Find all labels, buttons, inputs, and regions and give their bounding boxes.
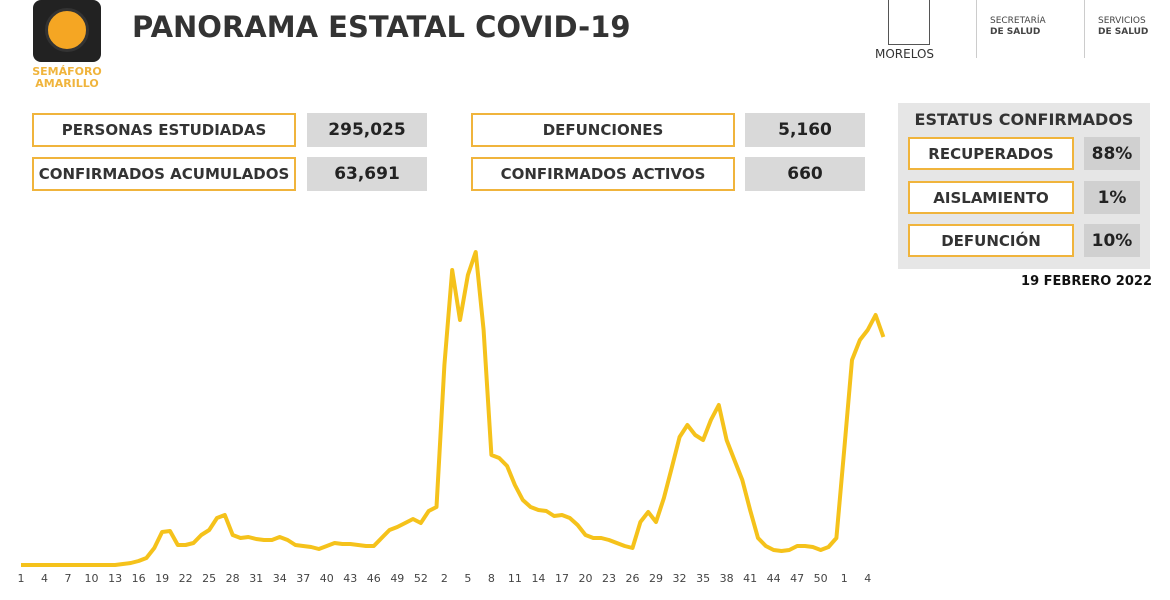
x-tick-label: 47: [790, 572, 804, 585]
status-label: RECUPERADOS: [908, 137, 1074, 170]
status-label: DEFUNCIÓN: [908, 224, 1074, 257]
stat-label: DEFUNCIONES: [471, 113, 735, 147]
x-tick-label: 13: [108, 572, 122, 585]
x-tick-label: 1: [841, 572, 848, 585]
x-tick-label: 17: [555, 572, 569, 585]
date: 19 FEBRERO 2022: [1021, 274, 1152, 289]
x-tick-label: 19: [155, 572, 169, 585]
stat-value: 5,160: [745, 113, 865, 147]
stat-value: 295,025: [307, 113, 427, 147]
x-tick-label: 52: [414, 572, 428, 585]
x-tick-label: 41: [743, 572, 757, 585]
x-tick-label: 50: [814, 572, 828, 585]
x-tick-label: 11: [508, 572, 522, 585]
status-label: AISLAMIENTO: [908, 181, 1074, 214]
secretaria-1: SECRETARÍA: [990, 16, 1046, 26]
x-tick-label: 38: [720, 572, 734, 585]
servicios-1: SERVICIOS: [1098, 16, 1146, 26]
state: MORELOS: [875, 47, 935, 61]
servicios: SERVICIOS DE SALUD: [1098, 16, 1148, 38]
status-value: 1%: [1084, 181, 1140, 214]
status-value: 88%: [1084, 137, 1140, 170]
semaforo-label: SEMÁFORO AMARILLO: [25, 66, 109, 90]
x-tick-label: 35: [696, 572, 710, 585]
stat-label: PERSONAS ESTUDIADAS: [32, 113, 296, 147]
x-tick-label: 20: [578, 572, 592, 585]
morelos-logo: [888, 0, 930, 45]
x-tick-label: 16: [132, 572, 146, 585]
x-tick-label: 8: [488, 572, 495, 585]
title: PANORAMA ESTATAL COVID-19: [132, 10, 631, 44]
x-tick-label: 43: [343, 572, 357, 585]
x-tick-label: 23: [602, 572, 616, 585]
x-tick-label: 22: [179, 572, 193, 585]
stat-value: 660: [745, 157, 865, 191]
x-tick-label: 31: [249, 572, 263, 585]
x-tick-label: 49: [390, 572, 404, 585]
x-tick-label: 5: [464, 572, 471, 585]
servicios-2: DE SALUD: [1098, 27, 1149, 37]
x-tick-label: 32: [673, 572, 687, 585]
data-line: [21, 250, 886, 567]
x-tick-label: 44: [767, 572, 781, 585]
stat-label: CONFIRMADOS ACTIVOS: [471, 157, 735, 191]
secretaria: SECRETARÍA DE SALUD: [990, 16, 1046, 38]
status-value: 10%: [1084, 224, 1140, 257]
stat-value: 63,691: [307, 157, 427, 191]
divider: [1084, 0, 1085, 58]
x-tick-label: 29: [649, 572, 663, 585]
x-tick-label: 10: [85, 572, 99, 585]
x-tick-label: 37: [296, 572, 310, 585]
semaforo-text: SEMÁFORO: [32, 65, 102, 78]
semaforo-color: AMARILLO: [35, 77, 99, 90]
divider: [976, 0, 977, 58]
x-tick-label: 4: [41, 572, 48, 585]
x-tick-label: 1: [18, 572, 25, 585]
x-tick-label: 34: [273, 572, 287, 585]
x-tick-label: 25: [202, 572, 216, 585]
stat-label: CONFIRMADOS ACUMULADOS: [32, 157, 296, 191]
secretaria-2: DE SALUD: [990, 27, 1041, 37]
x-tick-label: 40: [320, 572, 334, 585]
x-tick-label: 14: [531, 572, 545, 585]
x-tick-label: 7: [65, 572, 72, 585]
x-tick-label: 4: [864, 572, 871, 585]
x-tick-label: 26: [626, 572, 640, 585]
status-title: ESTATUS CONFIRMADOS: [914, 110, 1134, 129]
x-tick-label: 2: [441, 572, 448, 585]
semaforo-icon: [33, 0, 101, 62]
x-tick-label: 46: [367, 572, 381, 585]
x-tick-label: 28: [226, 572, 240, 585]
